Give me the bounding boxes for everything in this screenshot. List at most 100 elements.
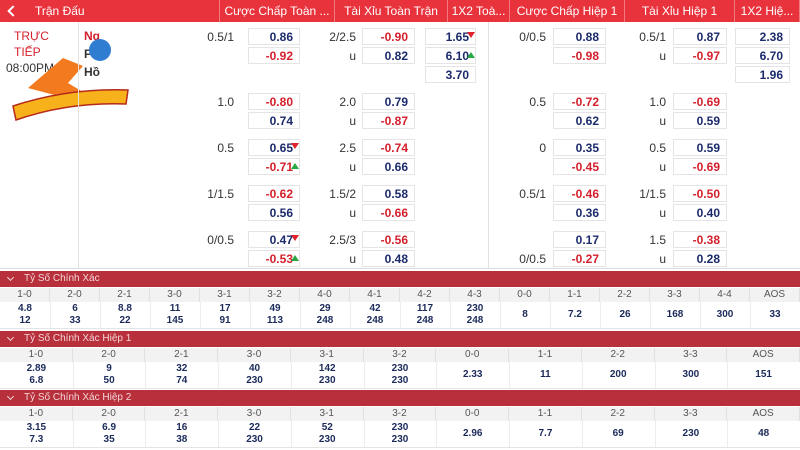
score-odds[interactable]: 113 bbox=[266, 315, 284, 326]
odds-value[interactable]: -0.72 bbox=[553, 93, 606, 110]
score-odds[interactable]: 48 bbox=[758, 428, 770, 439]
odds-value[interactable]: -0.66 bbox=[362, 204, 415, 221]
score-odds[interactable]: 2.96 bbox=[462, 428, 483, 439]
odds-value[interactable]: 0.36 bbox=[553, 204, 606, 221]
score-odds[interactable]: 230 bbox=[466, 303, 484, 314]
odds-value[interactable]: -0.90 bbox=[362, 28, 415, 45]
odds-value[interactable]: 6.70 bbox=[735, 47, 790, 64]
odds-value[interactable]: -0.62 bbox=[248, 185, 300, 202]
score-odds[interactable]: 248 bbox=[366, 315, 384, 326]
score-odds[interactable]: 12 bbox=[19, 315, 31, 326]
odds-value[interactable]: -0.92 bbox=[248, 47, 300, 64]
score-odds[interactable]: 52 bbox=[321, 422, 333, 433]
score-odds[interactable]: 2.89 bbox=[26, 363, 47, 374]
score-odds[interactable]: 22 bbox=[119, 315, 131, 326]
odds-value[interactable]: 1.96 bbox=[735, 66, 790, 83]
score-odds[interactable]: 168 bbox=[666, 309, 684, 320]
score-odds[interactable]: 35 bbox=[103, 434, 115, 445]
score-odds[interactable]: 4.8 bbox=[18, 303, 32, 314]
odds-value[interactable]: 0.40 bbox=[673, 204, 727, 221]
score-odds[interactable]: 33 bbox=[769, 309, 781, 320]
score-odds[interactable]: 16 bbox=[176, 422, 188, 433]
score-odds[interactable]: 74 bbox=[176, 375, 188, 386]
score-odds[interactable]: 230 bbox=[391, 363, 409, 374]
odds-value[interactable]: 3.70 bbox=[425, 66, 476, 83]
odds-value[interactable]: 0.59 bbox=[673, 112, 727, 129]
score-odds[interactable]: 6.9 bbox=[102, 422, 117, 433]
score-odds[interactable]: 17 bbox=[219, 303, 231, 314]
score-odds[interactable]: 7.2 bbox=[568, 309, 582, 320]
score-odds[interactable]: 8 bbox=[522, 309, 528, 320]
score-odds[interactable]: 9 bbox=[106, 363, 112, 374]
odds-value[interactable]: 0.47 bbox=[248, 231, 300, 248]
odds-value[interactable]: 0.59 bbox=[673, 139, 727, 156]
odds-value[interactable]: -0.69 bbox=[673, 158, 727, 175]
score-odds[interactable]: 230 bbox=[318, 375, 336, 386]
odds-value[interactable]: -0.27 bbox=[553, 250, 606, 267]
score-odds[interactable]: 11 bbox=[540, 369, 551, 380]
odds-value[interactable]: -0.87 bbox=[362, 112, 415, 129]
odds-value[interactable]: 0.74 bbox=[248, 112, 300, 129]
odds-value[interactable]: 0.35 bbox=[553, 139, 606, 156]
odds-value[interactable]: -0.38 bbox=[673, 231, 727, 248]
odds-value[interactable]: -0.53 bbox=[248, 250, 300, 267]
score-odds[interactable]: 38 bbox=[176, 434, 188, 445]
score-odds[interactable]: 91 bbox=[219, 315, 231, 326]
odds-value[interactable]: 0.87 bbox=[673, 28, 727, 45]
score-odds[interactable]: 142 bbox=[318, 363, 336, 374]
score-odds[interactable]: 11 bbox=[169, 303, 181, 314]
score-odds[interactable]: 230 bbox=[682, 428, 700, 439]
score-odds[interactable]: 230 bbox=[246, 434, 263, 445]
odds-value[interactable]: -0.69 bbox=[673, 93, 727, 110]
score-odds[interactable]: 300 bbox=[682, 369, 700, 380]
score-odds[interactable]: 29 bbox=[319, 303, 331, 314]
odds-value[interactable]: -0.56 bbox=[362, 231, 415, 248]
score-odds[interactable]: 151 bbox=[755, 369, 772, 380]
score-odds[interactable]: 6 bbox=[72, 303, 78, 314]
score-odds[interactable]: 248 bbox=[416, 315, 434, 326]
odds-value[interactable]: 0.17 bbox=[553, 231, 606, 248]
score-odds[interactable]: 248 bbox=[466, 315, 484, 326]
score-odds[interactable]: 300 bbox=[716, 309, 734, 320]
odds-value[interactable]: 6.10 bbox=[425, 47, 476, 64]
score-odds[interactable]: 42 bbox=[369, 303, 381, 314]
odds-value[interactable]: 0.79 bbox=[362, 93, 415, 110]
score-odds[interactable]: 145 bbox=[166, 315, 184, 326]
score-odds[interactable]: 117 bbox=[416, 303, 434, 314]
score-odds[interactable]: 248 bbox=[316, 315, 334, 326]
score-odds[interactable]: 3.15 bbox=[26, 422, 47, 433]
score-odds[interactable]: 230 bbox=[391, 434, 409, 445]
odds-value[interactable]: 0.56 bbox=[248, 204, 300, 221]
score-odds[interactable]: 22 bbox=[248, 422, 261, 433]
score-odds[interactable]: 7.7 bbox=[538, 428, 553, 439]
odds-value[interactable]: 0.65 bbox=[248, 139, 300, 156]
odds-value[interactable]: -0.46 bbox=[553, 185, 606, 202]
odds-value[interactable]: -0.80 bbox=[248, 93, 300, 110]
odds-value[interactable]: -0.98 bbox=[553, 47, 606, 64]
odds-value[interactable]: -0.97 bbox=[673, 47, 727, 64]
score-odds[interactable]: 230 bbox=[318, 434, 336, 445]
score-odds[interactable]: 26 bbox=[619, 309, 631, 320]
score-odds[interactable]: 49 bbox=[269, 303, 281, 314]
odds-value[interactable]: 0.48 bbox=[362, 250, 415, 267]
odds-value[interactable]: 0.62 bbox=[553, 112, 606, 129]
odds-value[interactable]: 0.88 bbox=[553, 28, 606, 45]
score-odds[interactable]: 32 bbox=[176, 363, 188, 374]
odds-value[interactable]: 1.65 bbox=[425, 28, 476, 45]
odds-value[interactable]: -0.71 bbox=[248, 158, 300, 175]
score-odds[interactable]: 230 bbox=[391, 375, 409, 386]
score-odds[interactable]: 230 bbox=[246, 375, 263, 386]
score-odds[interactable]: 8.8 bbox=[118, 303, 132, 314]
score-odds[interactable]: 50 bbox=[103, 375, 115, 386]
score-odds[interactable]: 69 bbox=[612, 428, 624, 439]
odds-value[interactable]: -0.50 bbox=[673, 185, 727, 202]
odds-value[interactable]: 2.38 bbox=[735, 28, 790, 45]
score-odds[interactable]: 200 bbox=[609, 369, 627, 380]
odds-value[interactable]: -0.45 bbox=[553, 158, 606, 175]
score-odds[interactable]: 230 bbox=[391, 422, 409, 433]
odds-value[interactable]: 0.82 bbox=[362, 47, 415, 64]
score-odds[interactable]: 40 bbox=[248, 363, 261, 374]
odds-value[interactable]: 0.28 bbox=[673, 250, 727, 267]
score-odds[interactable]: 7.3 bbox=[29, 434, 44, 445]
score-odds[interactable]: 2.33 bbox=[462, 369, 483, 380]
